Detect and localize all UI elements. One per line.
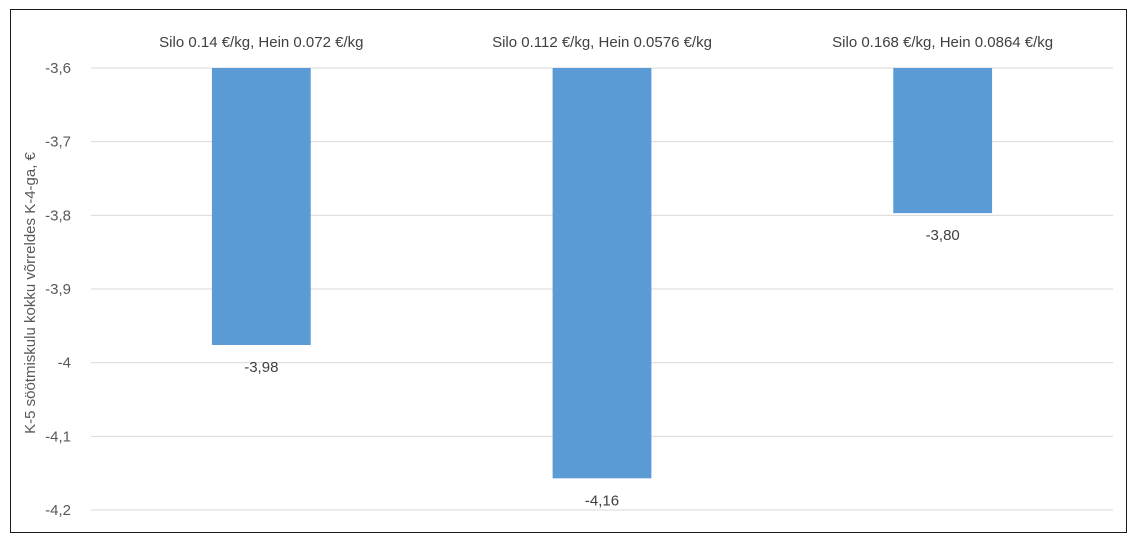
data-label: -4,16	[585, 492, 619, 509]
category-labels: Silo 0.14 €/kg, Hein 0.072 €/kg Silo 0.11…	[159, 34, 1053, 51]
chart-area: -3,6 -3,7 -3,8 -3,9 -4 -4,1 -4,2 Silo 0.14 €/k…	[10, 9, 1127, 533]
data-label: -3,98	[244, 359, 278, 376]
y-tick-label: -3,6	[45, 60, 71, 77]
bar-chart: -3,6 -3,7 -3,8 -3,9 -4 -4,1 -4,2 Silo 0.14 €/k…	[22, 34, 1113, 519]
bar	[211, 68, 311, 345]
y-tick-label: -3,8	[45, 207, 71, 224]
bar	[552, 68, 652, 479]
y-axis-title: K-5 söötmiskulu kokku võrreldes K-4-ga, …	[22, 151, 39, 433]
y-tick-label: -4,2	[45, 502, 71, 519]
y-tick-label: -4,1	[45, 428, 71, 445]
y-tick-label: -3,7	[45, 134, 71, 151]
y-tick-label: -3,9	[45, 281, 71, 298]
category-label: Silo 0.168 €/kg, Hein 0.0864 €/kg	[832, 34, 1053, 51]
data-labels: -3,98 -4,16 -3,80	[244, 227, 960, 509]
data-label: -3,80	[926, 227, 960, 244]
y-tick-labels: -3,6 -3,7 -3,8 -3,9 -4 -4,1 -4,2	[45, 60, 71, 519]
category-label: Silo 0.112 €/kg, Hein 0.0576 €/kg	[492, 34, 712, 51]
bar	[893, 68, 993, 214]
y-tick-label: -4	[58, 355, 71, 372]
bars	[211, 68, 993, 479]
category-label: Silo 0.14 €/kg, Hein 0.072 €/kg	[159, 34, 363, 51]
